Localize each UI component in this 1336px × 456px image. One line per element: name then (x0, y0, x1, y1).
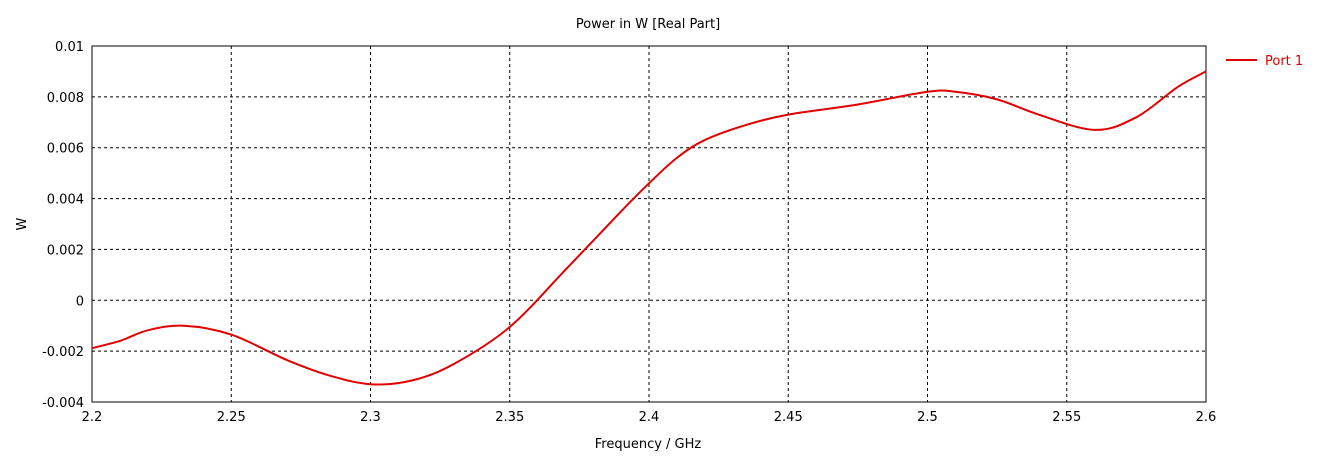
y-tick-label: 0.002 (47, 243, 84, 258)
y-axis-ticks: 0.01 0.008 0.006 0.004 0.002 0 -0.002 -0.004 (42, 40, 84, 411)
y-tick-label: -0.004 (42, 396, 84, 411)
series-layer (91, 70, 1207, 386)
y-tick-label: 0 (76, 294, 84, 309)
x-tick-label: 2.5 (917, 410, 938, 425)
x-tick-label: 2.3 (360, 410, 381, 425)
series-line-port-1 (91, 70, 1207, 386)
x-tick-label: 2.45 (774, 410, 803, 425)
chart-title: Power in W [Real Part] (576, 17, 720, 32)
x-axis-title: Frequency / GHz (595, 437, 702, 452)
x-tick-label: 2.35 (495, 410, 524, 425)
x-tick-label: 2.6 (1196, 410, 1217, 425)
y-tick-label: 0.008 (47, 91, 84, 106)
x-tick-label: 2.4 (639, 410, 660, 425)
y-tick-label: 0.01 (55, 40, 84, 55)
y-tick-label: 0.006 (47, 142, 84, 157)
x-axis-ticks: 2.2 2.25 2.3 2.35 2.4 2.45 2.5 2.55 2.6 (82, 410, 1217, 425)
grid-lines (92, 46, 1206, 402)
y-tick-label: 0.004 (47, 193, 84, 208)
legend-label-port-1: Port 1 (1265, 54, 1303, 69)
x-tick-label: 2.2 (82, 410, 103, 425)
legend: Port 1 (1226, 54, 1303, 69)
x-tick-label: 2.55 (1052, 410, 1081, 425)
x-tick-label: 2.25 (217, 410, 246, 425)
y-tick-label: -0.002 (42, 345, 84, 360)
y-axis-title: W (15, 217, 30, 230)
